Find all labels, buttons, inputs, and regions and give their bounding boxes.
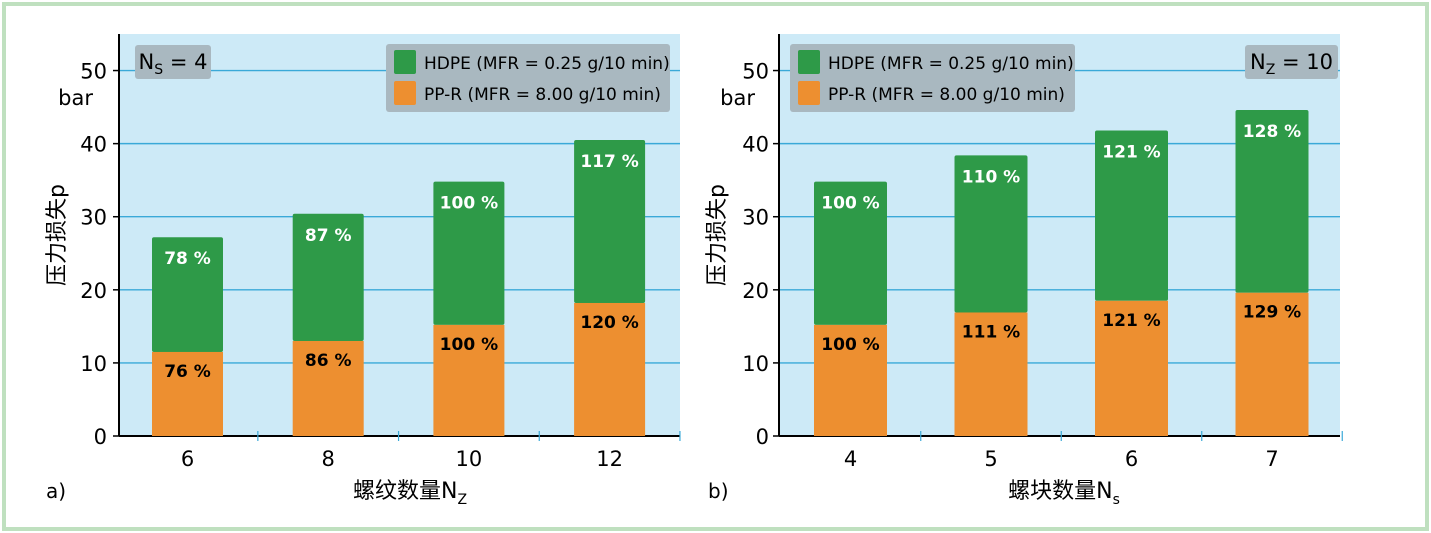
data-label-ppr: 111 % (962, 322, 1020, 342)
panel-label: a) (46, 479, 66, 503)
y-tick-label: 20 (742, 279, 769, 303)
annotation-box (1245, 45, 1338, 79)
legend-swatch-ppr (798, 81, 820, 105)
y-axis-unit: bar (58, 86, 93, 110)
annotation-box (135, 45, 211, 79)
y-tick-label: 50 (742, 60, 769, 84)
y-tick-label: 30 (80, 206, 107, 230)
data-label-hdpe: 128 % (1243, 122, 1301, 142)
data-label-ppr: 129 % (1243, 303, 1301, 323)
bar-ppr (292, 340, 364, 436)
data-label-hdpe: 110 % (962, 167, 1020, 187)
bar-hdpe (954, 155, 1028, 313)
panel-label: b) (708, 479, 729, 503)
data-label-hdpe: 100 % (821, 194, 879, 214)
bar-hdpe (433, 181, 505, 325)
y-tick-label: 50 (80, 60, 107, 84)
bar-hdpe (1235, 110, 1309, 293)
data-label-hdpe: 87 % (305, 226, 352, 246)
legend-label-ppr: PP-R (MFR = 8.00 g/10 min) (828, 85, 1065, 105)
y-tick-label: 20 (80, 279, 107, 303)
legend-box (790, 44, 1075, 112)
legend-swatch-hdpe (394, 50, 416, 74)
data-label-ppr: 100 % (440, 335, 498, 355)
x-tick-label: 5 (984, 447, 997, 471)
data-label-hdpe: 121 % (1102, 142, 1160, 162)
bar-hdpe (152, 237, 223, 352)
y-tick-label: 40 (80, 133, 107, 157)
legend-label-hdpe: HDPE (MFR = 0.25 g/10 min) (424, 54, 670, 74)
x-axis-label: 螺纹数量NZ (353, 479, 467, 508)
x-tick-label: 10 (456, 447, 483, 471)
bar-ppr (433, 324, 505, 436)
bar-hdpe (292, 213, 364, 341)
annotation-text: NS = 4 (139, 50, 208, 78)
legend-label-hdpe: HDPE (MFR = 0.25 g/10 min) (828, 54, 1074, 74)
x-axis-label: 螺块数量Ns (1008, 479, 1120, 508)
bar-ppr (814, 324, 887, 436)
y-axis-label: 压力损失p (45, 184, 70, 286)
x-tick-label: 12 (596, 447, 623, 471)
bar-ppr (152, 351, 223, 436)
bar-ppr (1235, 292, 1309, 436)
bar-ppr (954, 312, 1028, 436)
legend-swatch-ppr (394, 81, 416, 105)
y-tick-label: 0 (756, 425, 769, 449)
data-label-ppr: 121 % (1102, 311, 1160, 331)
x-tick-label: 6 (1125, 447, 1138, 471)
data-label-ppr: 100 % (821, 335, 879, 355)
legend-swatch-hdpe (798, 50, 820, 74)
y-axis-unit: bar (720, 86, 755, 110)
bar-hdpe (814, 181, 887, 325)
y-tick-label: 10 (742, 352, 769, 376)
y-axis-label: 压力损失p (705, 184, 730, 286)
legend-label-ppr: PP-R (MFR = 8.00 g/10 min) (424, 85, 661, 105)
chart-panel-b: 0 10 20 30 40 50 压力损失p bar 100 % 100 % 4 110 % 111 %… (705, 34, 1343, 508)
annotation-text: NZ = 10 (1250, 50, 1333, 78)
bar-ppr (574, 302, 646, 436)
data-label-ppr: 86 % (305, 351, 352, 371)
x-tick-label: 7 (1265, 447, 1278, 471)
data-label-ppr: 120 % (580, 313, 638, 333)
y-tick-label: 10 (80, 352, 107, 376)
y-tick-label: 30 (742, 206, 769, 230)
data-label-hdpe: 117 % (580, 152, 638, 172)
legend-box (386, 44, 670, 112)
data-label-hdpe: 78 % (164, 249, 211, 269)
y-tick-label: 40 (742, 133, 769, 157)
x-tick-label: 4 (844, 447, 857, 471)
x-tick-label: 6 (181, 447, 194, 471)
data-label-ppr: 76 % (164, 362, 211, 382)
bar-ppr (1095, 300, 1168, 436)
bar-hdpe (574, 139, 646, 303)
x-tick-label: 8 (322, 447, 335, 471)
y-tick-label: 0 (94, 425, 107, 449)
chart-panel-a: 0 10 20 30 40 50 压力损失p bar 78 % 76 % 6 87 % 86 % 8 100… (45, 34, 681, 508)
bar-hdpe (1095, 130, 1168, 301)
data-label-hdpe: 100 % (440, 194, 498, 214)
